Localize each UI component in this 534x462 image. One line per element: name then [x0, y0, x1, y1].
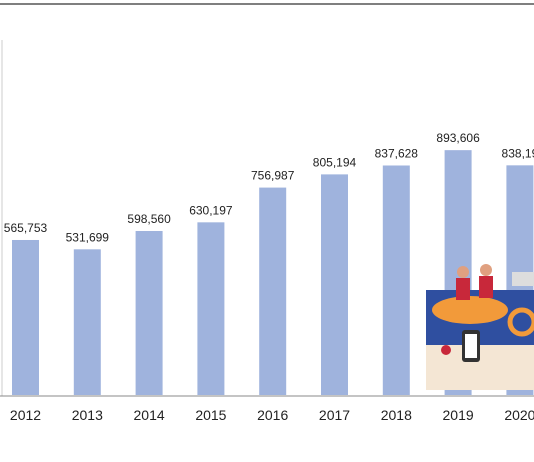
- data-label: 630,197: [189, 203, 233, 217]
- bar: [197, 222, 225, 395]
- x-tick-label: 2019: [443, 407, 474, 423]
- data-label: 837,628: [375, 146, 419, 160]
- x-tick-label: 2013: [72, 407, 103, 423]
- x-tick-label: 2016: [257, 407, 288, 423]
- x-tick-label: 2012: [10, 407, 41, 423]
- person: [457, 266, 469, 278]
- bar: [382, 165, 410, 395]
- data-label: 531,699: [66, 230, 110, 244]
- bar: [73, 249, 101, 395]
- siren: [441, 345, 451, 355]
- bar: [12, 239, 39, 395]
- ship: [512, 272, 534, 286]
- data-label: 838,19: [502, 146, 534, 160]
- x-tick-label: 2017: [319, 407, 350, 423]
- bar: [135, 230, 163, 395]
- data-label: 893,606: [436, 131, 480, 145]
- person-body: [456, 278, 470, 300]
- data-label: 598,560: [127, 212, 171, 226]
- illustration: [426, 264, 534, 390]
- boat: [432, 296, 508, 324]
- person: [480, 264, 492, 276]
- x-tick-label: 2018: [381, 407, 412, 423]
- bar: [259, 187, 287, 395]
- data-label: 565,753: [4, 221, 48, 235]
- x-tick-label: 2014: [134, 407, 165, 423]
- person-body: [479, 276, 493, 298]
- data-label: 756,987: [251, 169, 295, 183]
- lifebuoy: [507, 307, 534, 337]
- bar: [321, 174, 348, 395]
- phone-screen: [465, 334, 477, 358]
- data-label: 805,194: [313, 155, 357, 169]
- x-tick-label: 2015: [195, 407, 226, 423]
- x-tick-label: 2020: [504, 407, 534, 423]
